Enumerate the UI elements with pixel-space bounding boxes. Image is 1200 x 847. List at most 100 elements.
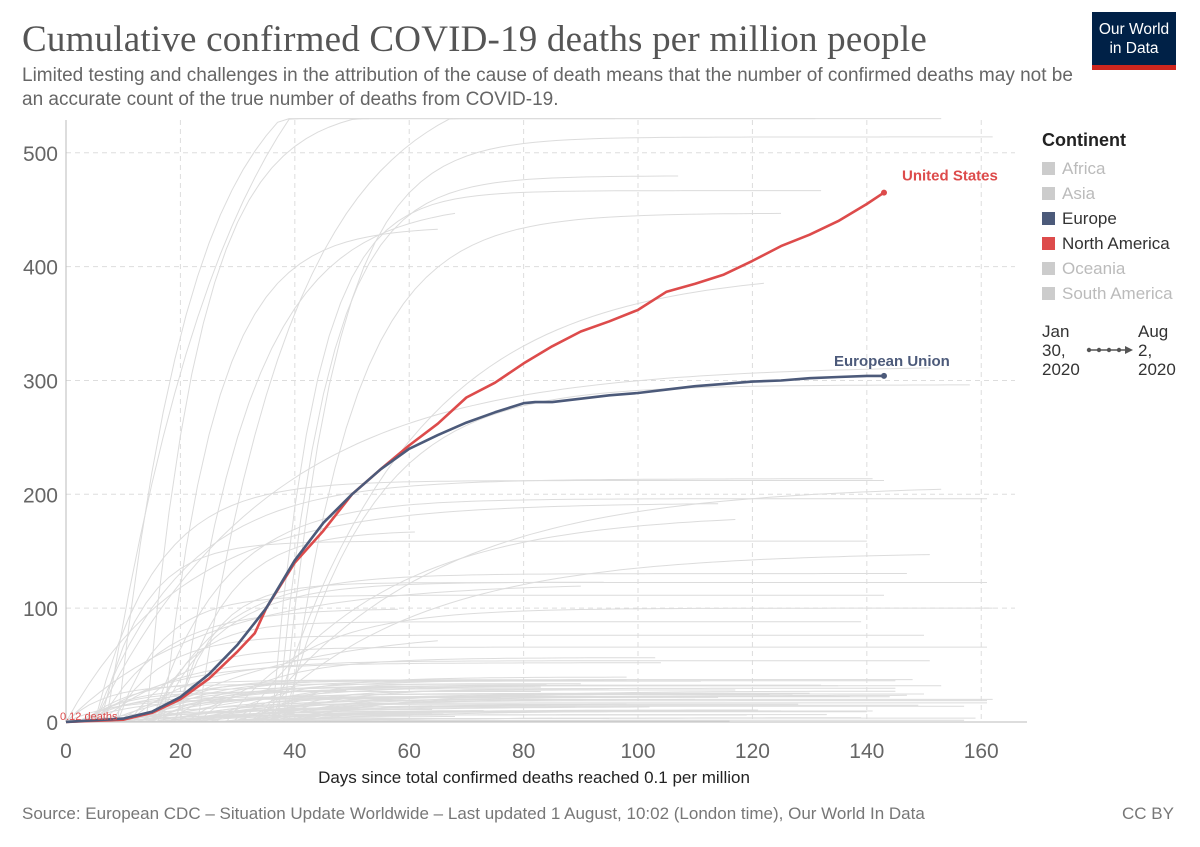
background-country-line (151, 679, 553, 723)
timeline-control[interactable]: Jan 30, 2020 Aug 2, 2020 (1042, 322, 1192, 384)
legend-label: Africa (1062, 158, 1106, 178)
y-tick-label: 200 (23, 484, 58, 507)
background-country-line (197, 118, 942, 723)
legend-swatch (1042, 187, 1055, 200)
timeline-start-label: Jan 30, 2020 (1042, 322, 1080, 379)
logo-line-2: in Data (1109, 40, 1159, 57)
grid-lines (66, 120, 1015, 722)
timeline-start-handle[interactable] (1086, 347, 1092, 353)
legend-label: North America (1062, 233, 1170, 253)
legend-swatch (1042, 162, 1055, 175)
timeline-start-day: 30, (1042, 341, 1066, 360)
background-country-line (288, 212, 782, 723)
legend-item-north-america[interactable]: North America (1042, 231, 1192, 256)
legend-item-europe[interactable]: Europe (1042, 206, 1192, 231)
background-country-line (151, 498, 987, 723)
background-country-line (288, 710, 873, 723)
x-tick-label: 20 (169, 740, 192, 763)
legend-item-oceania[interactable]: Oceania (1042, 256, 1192, 281)
background-country-line (151, 710, 484, 723)
line-chart: 0 100 200 300 400 500 0 20 40 60 80 100 120 140 160 Day… (23, 118, 1027, 787)
background-country-line (140, 640, 438, 723)
background-country-line (88, 662, 661, 723)
y-tick-label: 400 (23, 257, 58, 280)
background-country-line (82, 687, 415, 723)
background-country-line (151, 573, 907, 723)
background-country-line (254, 554, 930, 723)
timeline-end-month: Aug (1138, 322, 1169, 341)
timeline-slider[interactable] (1086, 344, 1134, 356)
y-tick-label: 500 (23, 143, 58, 166)
background-country-line (105, 685, 839, 723)
x-tick-label: 60 (398, 740, 421, 763)
x-axis-label: Days since total confirmed deaths reache… (318, 768, 750, 787)
legend-swatch (1042, 237, 1055, 250)
legend-label: Oceania (1062, 258, 1126, 278)
y-tick-label: 100 (23, 598, 58, 621)
timeline-end-handle[interactable] (1125, 346, 1133, 354)
x-tick-label: 140 (849, 740, 884, 763)
background-country-line (162, 228, 438, 723)
background-country-line (277, 717, 553, 723)
background-country-line (191, 703, 799, 723)
source-note[interactable]: Source: European CDC – Situation Update … (22, 804, 925, 823)
x-tick-label: 0 (60, 740, 72, 763)
background-country-lines (65, 118, 993, 723)
background-country-line (237, 689, 593, 723)
background-country-line (65, 698, 398, 723)
background-country-line (99, 608, 398, 723)
license-link[interactable]: CC BY (1122, 804, 1174, 823)
y-tick-label: 300 (23, 370, 58, 393)
background-country-line (214, 676, 627, 723)
series-label: European Union (834, 353, 950, 370)
series-line-european-union (65, 374, 884, 724)
background-country-line (271, 190, 822, 723)
background-country-line (94, 367, 930, 723)
background-country-line (151, 621, 862, 723)
background-country-line (94, 480, 884, 723)
x-tick-label: 80 (512, 740, 535, 763)
legend-item-south-america[interactable]: South America (1042, 281, 1192, 306)
legend-swatch (1042, 287, 1055, 300)
legend-label: Europe (1062, 208, 1117, 228)
background-country-line (77, 697, 501, 723)
background-country-line (100, 709, 433, 723)
background-country-line (277, 175, 679, 723)
legend: Continent Africa Asia Europe North America O… (1042, 130, 1192, 306)
chart-subtitle: Limited testing and challenges in the at… (22, 65, 1073, 110)
series-labels: United States European Union 0.12 deaths (60, 168, 998, 723)
series-end-marker (880, 372, 887, 379)
legend-title: Continent (1042, 130, 1126, 150)
series-end-marker (880, 189, 887, 196)
x-tick-label: 160 (964, 740, 999, 763)
timeline-end-day: 2, (1138, 341, 1153, 360)
legend-label: Asia (1062, 183, 1096, 203)
background-country-line (248, 684, 822, 723)
owid-logo[interactable]: Our World in Data (1092, 12, 1176, 70)
background-country-line (242, 519, 736, 723)
x-tick-label: 120 (735, 740, 770, 763)
background-country-line (65, 683, 547, 723)
start-annotation: 0.12 deaths (60, 711, 118, 723)
background-country-line (65, 503, 719, 723)
timeline-end-label: Aug 2, 2020 (1138, 322, 1176, 379)
x-tick-label: 40 (283, 740, 306, 763)
background-country-line (117, 594, 884, 723)
timeline-start-year: 2020 (1042, 360, 1080, 379)
background-country-line (254, 488, 942, 723)
timeline-start-month: Jan (1042, 322, 1070, 341)
logo-line-1: Our World (1098, 21, 1170, 38)
series-line-united-states (65, 191, 885, 724)
background-country-line (225, 607, 993, 723)
chart-title: Cumulative confirmed COVID-19 deaths per… (22, 19, 927, 60)
series-label: United States (902, 168, 998, 185)
background-country-line (271, 282, 764, 723)
background-country-line (123, 693, 924, 723)
legend-item-asia[interactable]: Asia (1042, 181, 1192, 206)
legend-item-africa[interactable]: Africa (1042, 156, 1192, 181)
background-country-line (82, 691, 541, 723)
background-country-line (157, 581, 604, 723)
background-country-line (243, 700, 987, 723)
background-country-line (282, 384, 970, 723)
series-lines (65, 189, 887, 724)
